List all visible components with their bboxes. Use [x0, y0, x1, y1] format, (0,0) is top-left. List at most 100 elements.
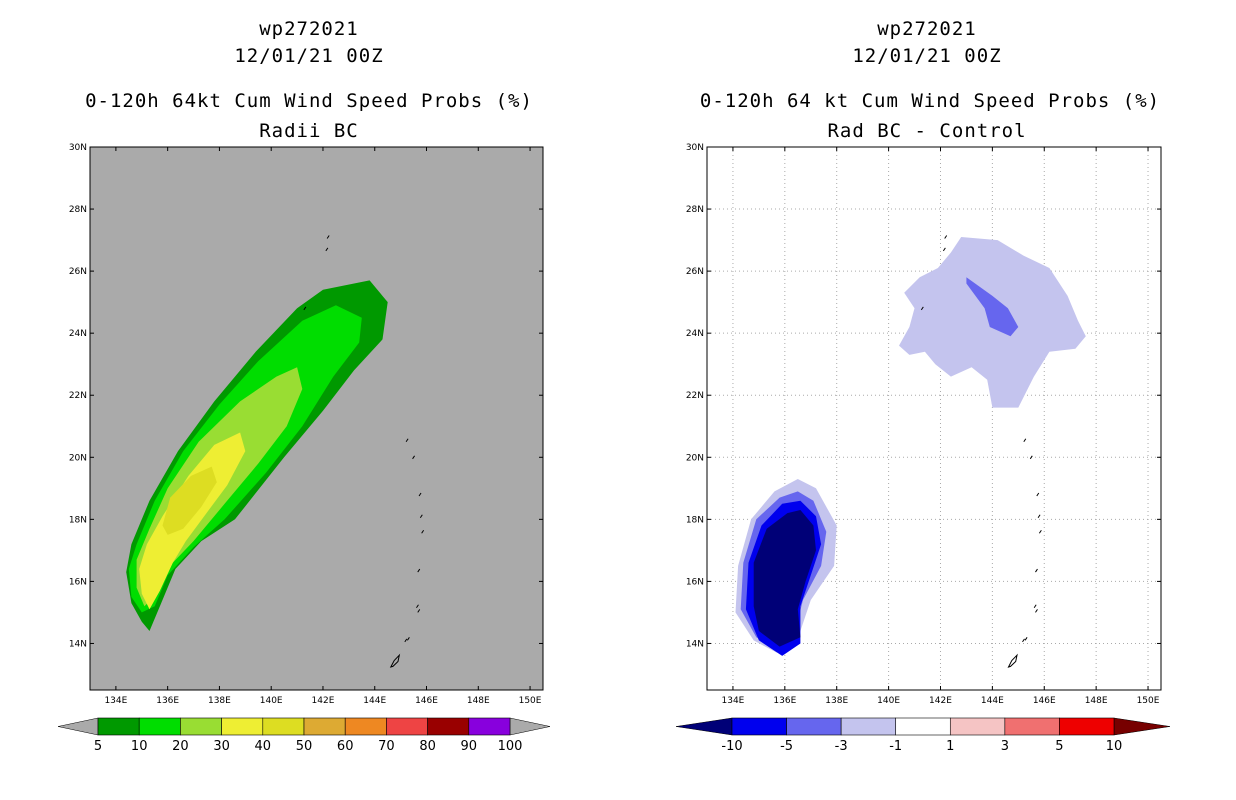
island-mark	[418, 492, 422, 497]
colorbar-tick-label: 20	[172, 739, 189, 754]
y-tick-label: 14N	[686, 639, 704, 649]
colorbar-bin	[180, 717, 222, 736]
island-mark	[325, 247, 329, 252]
x-tick-label: 148E	[467, 696, 490, 706]
colorbar-bin	[949, 717, 1006, 736]
island-mark	[944, 235, 948, 239]
plot-frame	[89, 146, 544, 691]
colorbar-tick-label: 3	[1001, 739, 1009, 754]
island-mark	[417, 609, 421, 613]
y-tick-label: 30N	[686, 143, 704, 153]
island-mark	[412, 455, 415, 460]
island-mark	[417, 568, 421, 573]
y-tick-label: 28N	[686, 205, 704, 215]
left-panel-label: Radii BC	[259, 120, 359, 142]
island-mark	[419, 514, 423, 519]
right-subtitle: 0-120h 64 kt Cum Wind Speed Probs (%)	[699, 90, 1161, 112]
y-tick-label: 20N	[686, 453, 704, 463]
colorbar-tick-label: 10	[131, 739, 148, 754]
y-tick-label: 18N	[686, 515, 704, 525]
colorbar-bin	[221, 717, 264, 736]
x-tick-label: 138E	[208, 696, 231, 706]
colorbar-tick-label: -10	[721, 739, 742, 754]
colorbar-tick-label: -5	[780, 739, 793, 754]
island-mark	[404, 638, 408, 643]
island-mark	[1036, 492, 1040, 497]
y-tick-label: 26N	[686, 267, 704, 277]
plot-frame	[706, 146, 1162, 691]
island-mark	[405, 438, 409, 442]
island-mark	[1023, 438, 1027, 442]
colorbar-tick-label: 40	[255, 739, 272, 754]
island-mark	[1022, 638, 1025, 643]
colorbar-bin	[262, 717, 305, 736]
y-tick-label: 16N	[69, 577, 87, 587]
colorbar-tick-label: -3	[835, 739, 848, 754]
contour-level-5	[966, 277, 1019, 337]
colorbar-bin	[1059, 717, 1115, 736]
colorbar-bin	[138, 717, 181, 736]
left-subtitle: 0-120h 64kt Cum Wind Speed Probs (%)	[85, 90, 533, 112]
x-tick-label: 144E	[981, 696, 1004, 706]
island-mark	[1038, 529, 1042, 534]
contour-level-3	[139, 432, 246, 610]
x-tick-label: 146E	[415, 696, 438, 706]
island-mark	[1037, 514, 1041, 519]
y-tick-label: 20N	[69, 453, 87, 463]
colorbar-tick-label: 1	[946, 739, 954, 754]
colorbar-bin	[303, 717, 346, 736]
y-tick-label: 28N	[69, 205, 87, 215]
left-title: wp272021	[259, 18, 359, 40]
colorbar-bin	[895, 717, 951, 736]
x-tick-label: 136E	[773, 696, 796, 706]
colorbar-bin	[344, 717, 387, 736]
contour-level-3	[753, 510, 816, 647]
land-guam	[1007, 653, 1018, 668]
x-tick-label: 140E	[260, 696, 283, 706]
colorbar-arrow-right	[509, 717, 551, 736]
colorbar-arrow-left	[57, 717, 99, 736]
y-tick-label: 14N	[69, 639, 87, 649]
x-tick-label: 138E	[825, 696, 848, 706]
island-mark	[303, 306, 307, 311]
y-tick-label: 26N	[69, 267, 87, 277]
colorbar-bin	[731, 717, 787, 736]
plot-panel-0: 134E 136E 138E 140E 142E 144E 146E 148E 150E 30N 2…	[69, 143, 544, 706]
colorbar-tick-label: 5	[1055, 739, 1063, 754]
x-tick-label: 134E	[722, 696, 745, 706]
y-tick-label: 30N	[69, 143, 87, 153]
island-mark	[1035, 568, 1038, 573]
island-mark	[942, 247, 946, 252]
contour-group	[126, 235, 425, 668]
colorbar-tick-label: 50	[296, 739, 313, 754]
colorbar-bin	[386, 717, 428, 736]
colorbar-tick-label: 80	[419, 739, 436, 754]
colorbar-tick-label: -1	[889, 739, 902, 754]
land-guam	[389, 653, 401, 668]
colorbar-bin	[1004, 717, 1060, 736]
y-tick-label: 24N	[686, 329, 704, 339]
island-mark	[1029, 455, 1033, 460]
island-mark	[1024, 637, 1028, 641]
island-mark	[406, 637, 410, 641]
colorbar-tick-label: 100	[498, 739, 523, 754]
y-tick-label: 24N	[69, 329, 87, 339]
x-tick-label: 146E	[1033, 696, 1056, 706]
colorbar-arrow-right	[1113, 717, 1171, 736]
colorbar-bin	[97, 717, 140, 736]
island-mark	[1035, 609, 1038, 613]
colorbar-bin	[786, 717, 842, 736]
island-mark	[416, 604, 419, 609]
colorbar-arrow-left	[675, 717, 733, 736]
colorbar-tick-label: 30	[213, 739, 230, 754]
x-tick-label: 142E	[929, 696, 952, 706]
x-tick-label: 150E	[1137, 696, 1160, 706]
y-tick-label: 22N	[69, 391, 87, 401]
plot-background	[90, 147, 543, 690]
right-title: wp272021	[877, 18, 977, 40]
colorbar-0: 5 10 20 30 40 50 60 70 80 90 100	[57, 717, 551, 754]
colorbar-tick-label: 5	[94, 739, 102, 754]
x-tick-label: 144E	[363, 696, 386, 706]
island-mark	[920, 306, 924, 311]
